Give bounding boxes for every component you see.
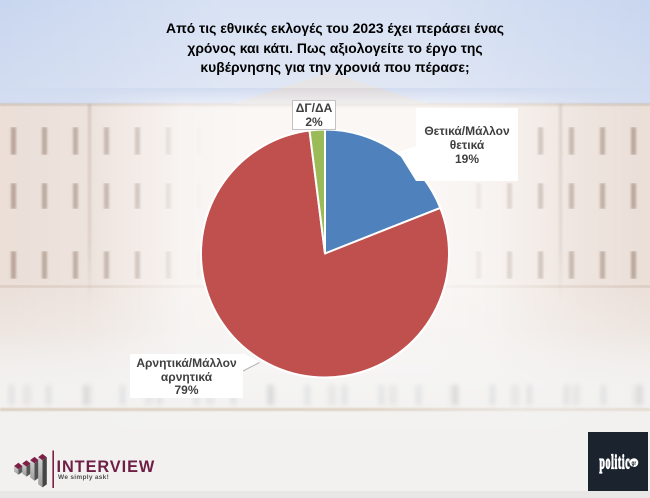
svg-text:We simply ask!: We simply ask! — [58, 474, 109, 481]
svg-text:politic: politic — [599, 452, 630, 474]
svg-text:gr: gr — [631, 460, 637, 467]
svg-text:INTERVIEW: INTERVIEW — [57, 458, 156, 476]
